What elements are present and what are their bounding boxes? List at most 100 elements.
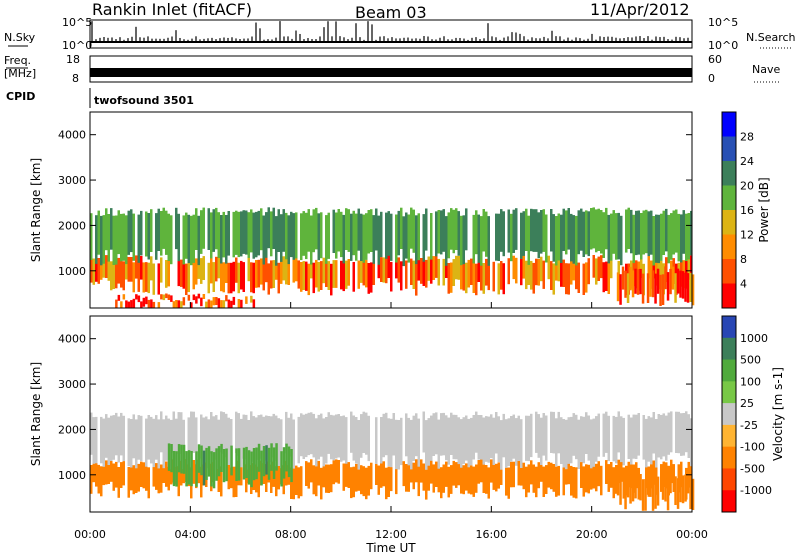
heatmap-cell — [147, 213, 150, 260]
heatmap-cell — [277, 209, 280, 252]
heatmap-cell — [380, 257, 383, 282]
colorbar-segment — [722, 136, 736, 162]
heatmap-cell — [679, 474, 682, 503]
heatmap-cell — [442, 464, 445, 493]
colorbar-segment — [722, 337, 736, 361]
heatmap-cell — [305, 413, 308, 458]
heatmap-cell — [162, 459, 165, 483]
heatmap-cell — [275, 216, 278, 266]
heatmap-cell — [97, 258, 100, 284]
heatmap-cell — [631, 474, 635, 502]
heatmap-cell — [634, 268, 637, 294]
heatmap-cell — [335, 260, 338, 288]
heatmap-cell — [460, 419, 463, 468]
heatmap-cell — [300, 413, 303, 457]
heatmap-cell — [132, 465, 135, 495]
heatmap-cell — [480, 459, 483, 483]
heatmap-cell — [265, 257, 268, 283]
heatmap-cell — [327, 464, 330, 493]
heatmap-cell — [427, 418, 430, 466]
heatmap-cell — [562, 465, 565, 496]
heatmap-cell — [212, 209, 215, 252]
heatmap-cell — [412, 462, 415, 490]
heatmap-cell — [387, 211, 390, 256]
heatmap-cell — [322, 418, 325, 467]
heatmap-cell — [175, 451, 178, 487]
heatmap-cell — [285, 258, 288, 285]
heatmap-cell — [227, 417, 230, 465]
beam-title: Beam 03 — [355, 3, 427, 22]
heatmap-cell — [185, 212, 188, 259]
heatmap-cell — [325, 215, 328, 264]
heatmap-cell — [422, 411, 425, 453]
heatmap-cell — [587, 258, 590, 285]
heatmap-cell — [350, 411, 353, 453]
heatmap-cell — [527, 258, 530, 285]
heatmap-cell — [325, 464, 328, 493]
heatmap-cell — [290, 413, 293, 457]
heatmap-cell — [277, 262, 280, 294]
heatmap-cell — [415, 215, 418, 265]
heatmap-cell — [202, 207, 205, 249]
heatmap-cell — [247, 212, 250, 258]
heatmap-cell — [117, 416, 120, 463]
heatmap-cell — [112, 463, 115, 491]
nsearch-tick-bottom: 10^0 — [708, 39, 738, 52]
heatmap-cell — [512, 414, 515, 459]
heatmap-cell — [180, 412, 183, 454]
heatmap-cell — [602, 212, 605, 258]
heatmap-cell — [130, 257, 133, 282]
heatmap-cell — [240, 299, 243, 308]
heatmap-cell — [135, 255, 138, 279]
heatmap-cell — [520, 460, 523, 486]
heatmap-cell — [445, 415, 448, 461]
heatmap-cell — [240, 260, 243, 290]
heatmap-cell — [550, 209, 553, 252]
heatmap-cell — [430, 258, 433, 284]
colorbar-segment — [722, 446, 736, 469]
heatmap-cell — [630, 462, 633, 489]
heatmap-cell — [235, 466, 238, 497]
power-colorbar: 4 8 12 16 20 24 28 — [721, 111, 754, 309]
heatmap-cell — [382, 461, 385, 487]
colorbar-tick-label: 16 — [740, 204, 754, 217]
heatmap-cell — [137, 262, 140, 292]
heatmap-cell — [532, 209, 535, 252]
colorbar-segment — [722, 403, 736, 426]
heatmap-cell — [600, 465, 603, 496]
heatmap-cell — [607, 214, 610, 264]
heatmap-cell — [647, 211, 650, 257]
heatmap-cell — [212, 262, 215, 292]
heatmap-cell — [115, 412, 118, 456]
heatmap-cell — [290, 211, 293, 258]
heatmap-cell — [145, 463, 148, 491]
heatmap-cell — [597, 461, 600, 487]
heatmap-cell — [684, 474, 687, 502]
heatmap-cell — [442, 412, 445, 456]
heatmap-cell — [487, 416, 490, 463]
heatmap-cell — [117, 210, 120, 255]
heatmap-cell — [619, 274, 622, 305]
heatmap-cell — [417, 466, 420, 497]
heatmap-cell — [467, 259, 470, 288]
heatmap-cell — [362, 466, 365, 497]
heatmap-cell — [225, 257, 228, 283]
heatmap-cell — [267, 263, 270, 295]
heatmap-cell — [622, 417, 625, 466]
heatmap-cell — [407, 464, 410, 492]
heatmap-cell — [175, 418, 178, 467]
heatmap-cell — [165, 260, 168, 288]
heatmap-cell — [405, 212, 408, 259]
heatmap-cell — [620, 459, 623, 482]
heatmap-cell — [265, 464, 268, 492]
heatmap-cell — [237, 299, 241, 308]
heatmap-cell — [142, 462, 145, 489]
heatmap-cell — [654, 273, 657, 304]
heatmap-cell — [270, 260, 273, 289]
heatmap-cell — [195, 417, 198, 465]
heatmap-cell — [520, 419, 523, 468]
heatmap-cell — [417, 418, 420, 467]
heatmap-cell — [332, 460, 335, 485]
heatmap-cell — [252, 262, 255, 294]
heatmap-cell — [577, 210, 580, 255]
